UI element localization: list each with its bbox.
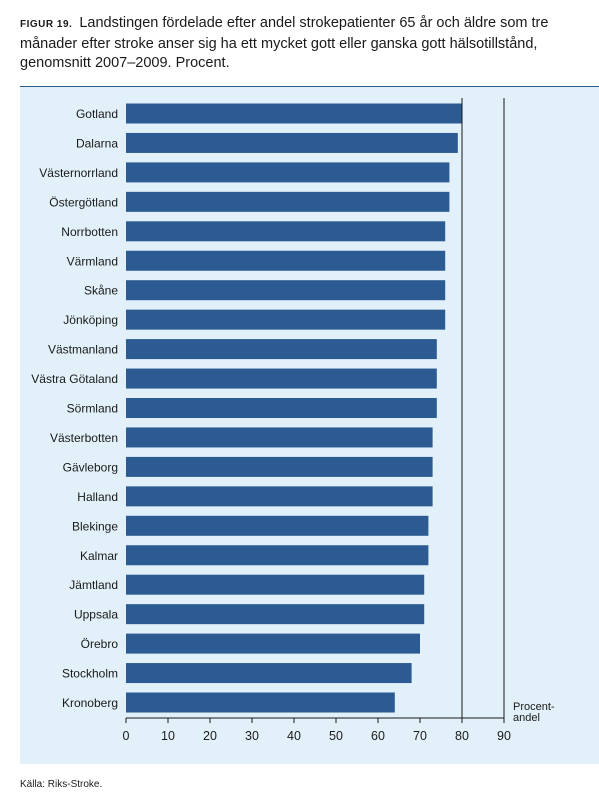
category-label: Västernorrland [39, 166, 118, 180]
category-label: Västerbotten [50, 431, 118, 445]
bar-7 [126, 309, 446, 330]
bar-14 [126, 515, 429, 536]
bar-18 [126, 633, 420, 654]
x-tick-label: 90 [497, 729, 511, 743]
category-label: Skåne [84, 284, 118, 298]
category-label: Gotland [76, 107, 118, 121]
bar-2 [126, 162, 450, 183]
top-rule [20, 86, 599, 87]
chart-panel: Gotland Dalarna Västernorrland Östergötland… [20, 87, 599, 764]
bar-6 [126, 280, 446, 301]
bar-0 [126, 103, 462, 124]
x-tick-label: 30 [245, 729, 259, 743]
category-label: Sörmland [67, 402, 118, 416]
bar-13 [126, 486, 433, 507]
x-tick-label: 20 [203, 729, 217, 743]
category-label: Västra Götaland [31, 372, 118, 386]
source-note: Källa: Riks-Stroke. [20, 779, 103, 790]
x-axis-label: Procent-andel [513, 701, 555, 724]
bar-5 [126, 250, 446, 271]
bar-12 [126, 456, 433, 477]
category-label: Stockholm [62, 667, 118, 681]
bar-3 [126, 191, 450, 212]
category-label: Östergötland [49, 195, 118, 209]
category-label: Kalmar [80, 549, 118, 563]
bar-chart: Gotland Dalarna Västernorrland Östergötland… [31, 98, 555, 743]
category-label: Kronoberg [62, 696, 118, 710]
figure-label: FIGUR 19. [20, 19, 73, 30]
x-tick-label: 50 [329, 729, 343, 743]
x-tick-label: 70 [413, 729, 427, 743]
x-tick-label: 40 [287, 729, 301, 743]
x-tick-label: 80 [455, 729, 469, 743]
bar-11 [126, 427, 433, 448]
bar-16 [126, 574, 425, 595]
category-label: Jämtland [69, 578, 118, 592]
category-label: Norrbotten [61, 225, 118, 239]
bar-1 [126, 132, 458, 153]
bar-10 [126, 398, 437, 418]
figure-caption: FIGUR 19. Landstingen fördelade efter an… [20, 14, 590, 74]
x-tick-label: 60 [371, 729, 385, 743]
bar-8 [126, 339, 437, 360]
category-label: Västmanland [48, 343, 118, 357]
figure-title: Landstingen fördelade efter andel stroke… [20, 15, 549, 71]
category-label: Örebro [81, 637, 119, 651]
bar-4 [126, 221, 446, 242]
category-label: Gävleborg [63, 460, 118, 474]
category-label: Uppsala [74, 608, 118, 622]
category-label: Blekinge [72, 519, 118, 533]
bar-15 [126, 545, 429, 566]
category-label: Värmland [67, 254, 118, 268]
bar-9 [126, 368, 437, 389]
category-label: Jönköping [63, 313, 118, 327]
bar-20 [126, 692, 395, 713]
category-label: Halland [77, 490, 118, 504]
x-tick-label: 10 [161, 729, 175, 743]
bar-17 [126, 604, 425, 625]
category-label: Dalarna [76, 136, 118, 150]
x-tick-label: 0 [123, 729, 130, 743]
bar-19 [126, 663, 412, 684]
